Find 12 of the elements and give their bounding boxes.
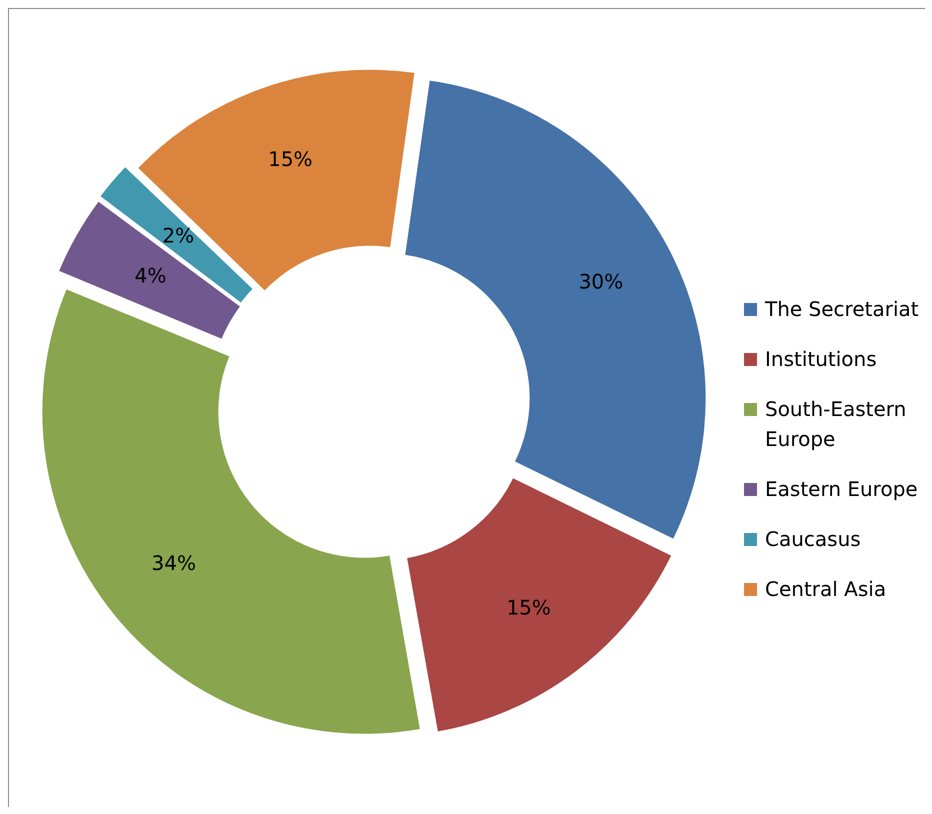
data-label: 30% <box>578 270 624 294</box>
legend-label: South-Eastern Europe <box>765 396 908 453</box>
legend-label: Eastern Europe <box>765 476 918 503</box>
data-label: 15% <box>506 595 551 620</box>
legend-label: Institutions <box>765 346 877 373</box>
legend-label: Caucasus <box>765 526 861 553</box>
legend-label: The Secretariat <box>765 296 919 323</box>
data-label: 4% <box>134 263 166 288</box>
legend-label: Central Asia <box>765 576 886 603</box>
data-label: 2% <box>162 224 194 248</box>
data-label: 34% <box>151 551 196 576</box>
data-label: 15% <box>268 147 313 172</box>
